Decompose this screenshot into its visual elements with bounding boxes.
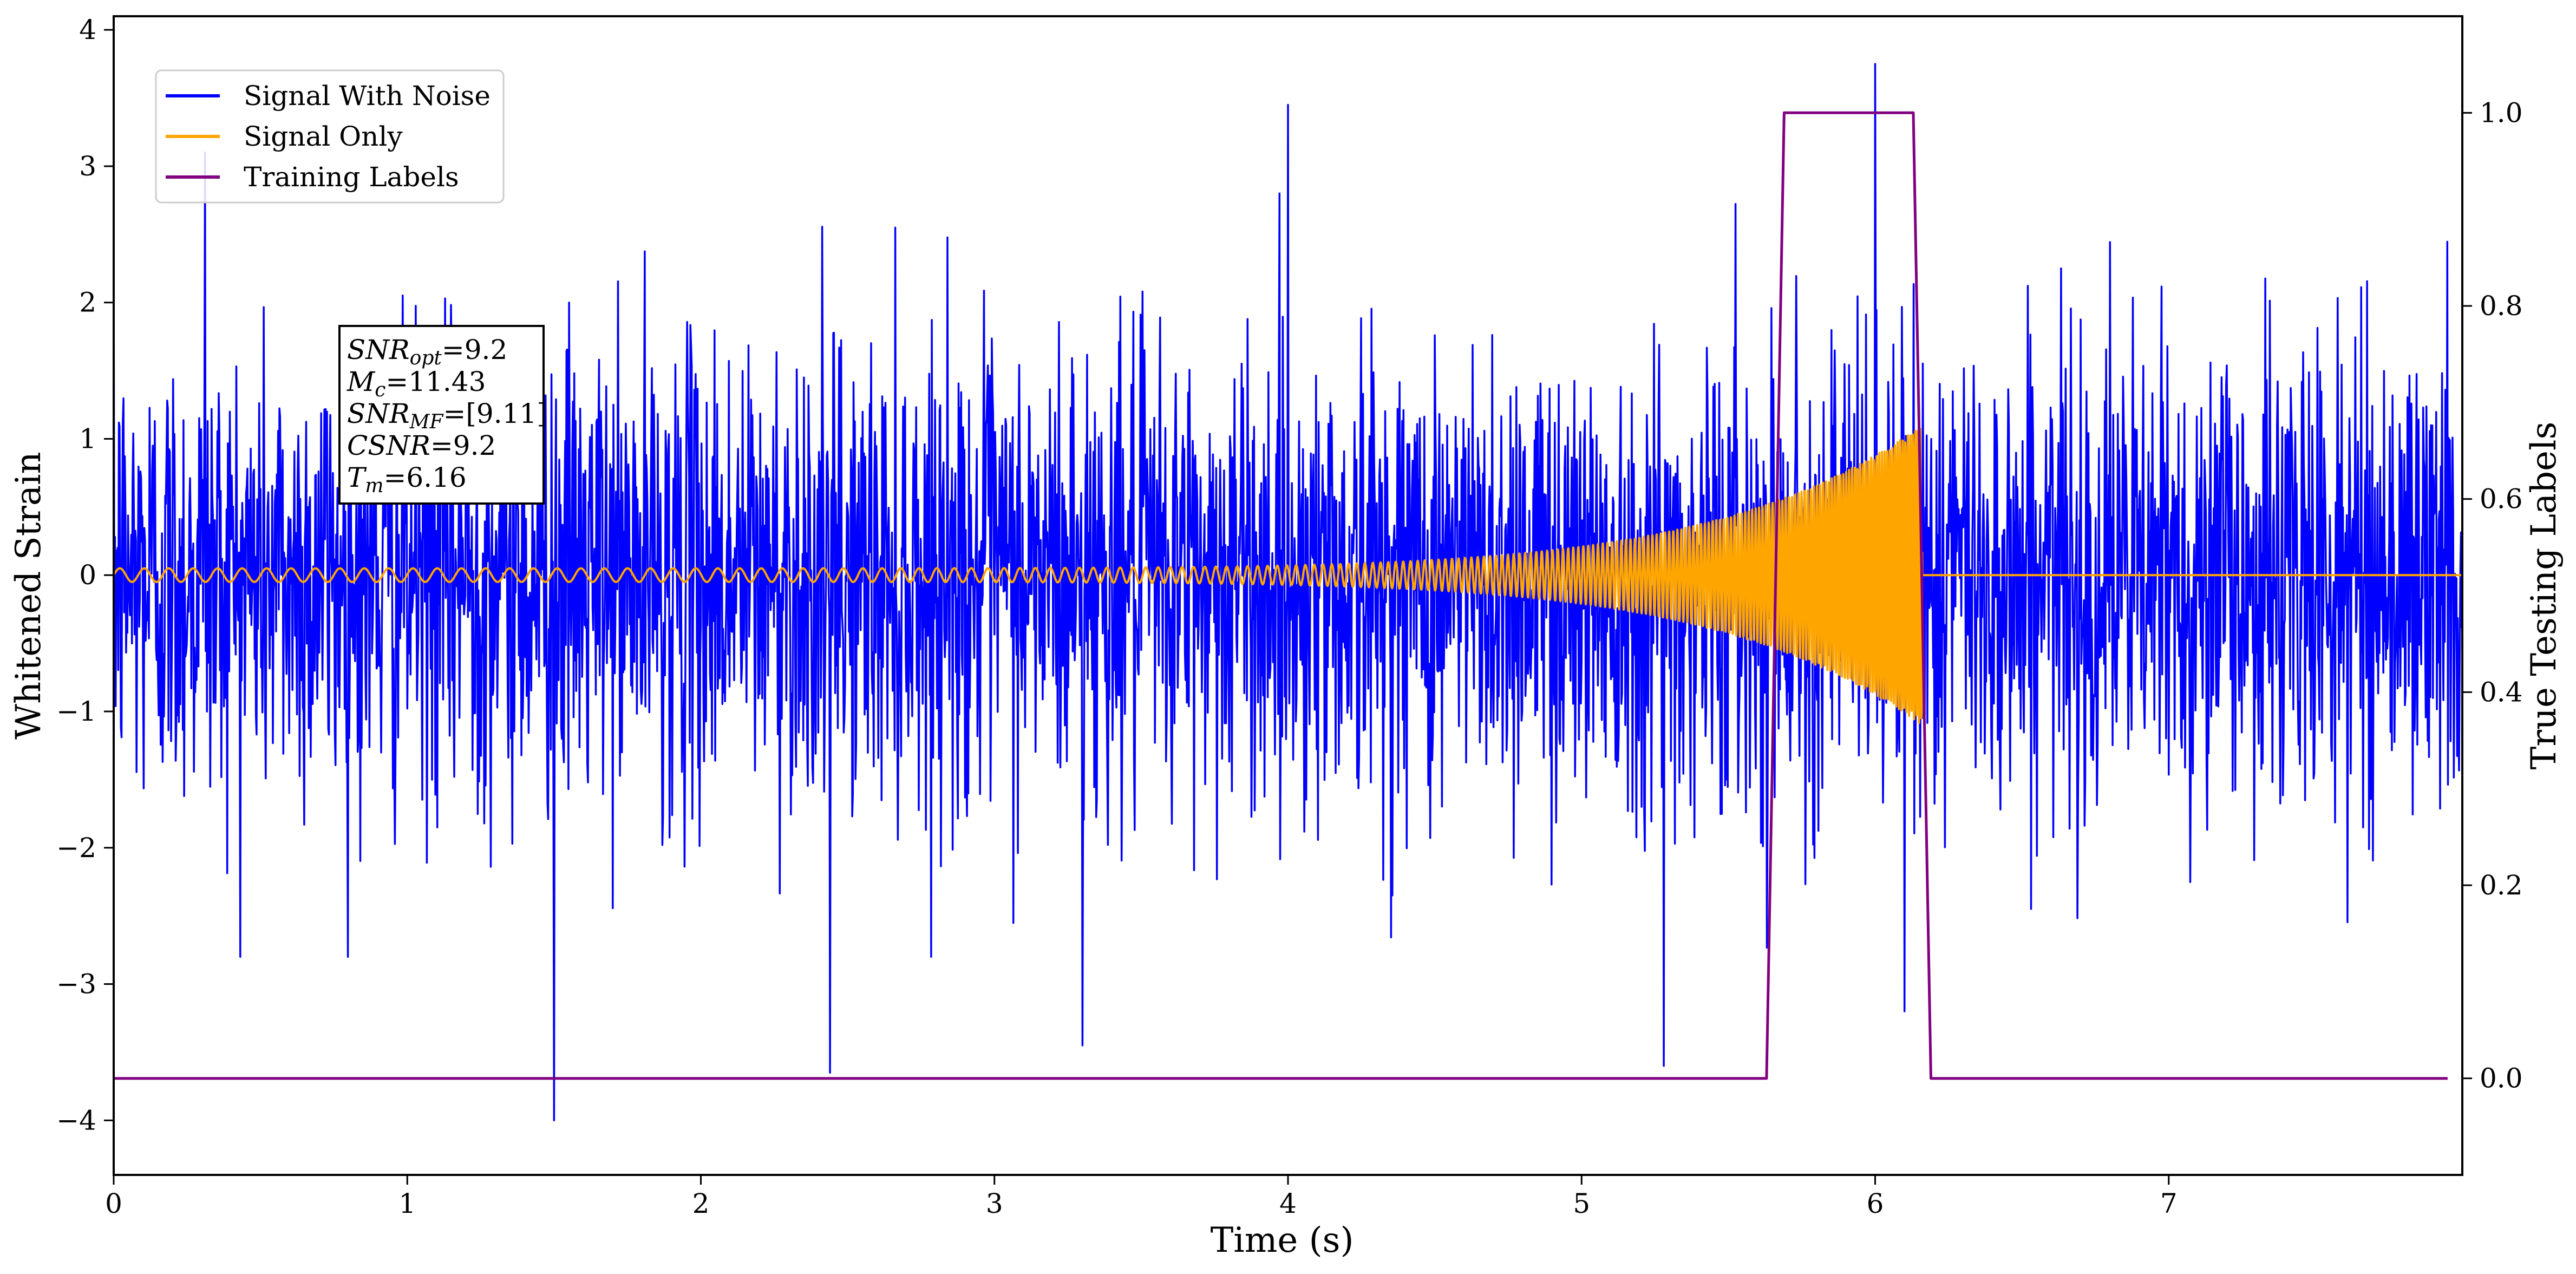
legend-label-labels: Training Labels [244,161,459,193]
x-tick-label: 4 [1279,1188,1297,1219]
series-signal-with-noise [114,63,2462,1122]
legend-label-signal: Signal Only [244,121,403,152]
annotation-snr-mf: SNRMF=[9.11] [347,398,547,433]
annotation-frame [338,325,545,505]
y-axis-label: Whitened Strain [9,452,49,739]
legend-box [155,69,505,204]
series-training-labels [114,111,2448,1080]
annotation-merger-time: Tm=6.16 [347,462,467,497]
y2-tick-label: 0.0 [2480,1063,2523,1094]
y2-tick-label: 1.0 [2480,97,2523,128]
x-tick-label: 7 [2160,1188,2178,1219]
y-tick-label: 2 [79,287,96,318]
annotation-csnr: CSNR=9.2 [347,430,496,461]
x-tick-label: 0 [105,1188,122,1219]
y-tick-label: 3 [79,151,96,182]
y2-axis-label: True Testing Labels [2524,422,2564,770]
y-tick-label: 1 [79,423,96,454]
y2-tick-label: 0.8 [2480,290,2523,322]
x-tick-label: 2 [692,1188,710,1219]
y-axis-left: −4 −3 −2 −1 0 1 2 3 4 [56,14,114,1136]
series-signal-only [114,428,2462,724]
legend-label-noise: Signal With Noise [244,80,491,112]
y2-tick-label: 0.6 [2480,484,2523,515]
x-axis-label: Time (s) [1211,1220,1354,1260]
x-axis: 0 1 2 3 4 5 6 7 [105,1175,2178,1219]
y-tick-label: −4 [56,1105,96,1136]
y-tick-label: 0 [79,559,96,591]
annotation-box: SNRopt=9.2 Mc=11.43 SNRMF=[9.11] CSNR=9.… [338,325,547,505]
annotation-chirp-mass: Mc=11.43 [346,366,486,401]
x-tick-label: 1 [398,1188,416,1219]
y-tick-label: −2 [56,832,96,864]
x-tick-label: 6 [1867,1188,1884,1219]
y-tick-label: −1 [56,696,96,727]
x-tick-label: 5 [1573,1188,1590,1219]
series-layer [114,63,2462,1122]
annotation-snr-opt: SNRopt=9.2 [347,334,507,369]
y-tick-label: 4 [79,14,96,45]
y-tick-label: −3 [56,969,96,1000]
y-axis-right: 0.0 0.2 0.4 0.6 0.8 1.0 [2462,97,2523,1094]
legend: Signal With Noise Signal Only Training L… [155,69,505,204]
x-tick-label: 3 [986,1188,1003,1219]
y2-tick-label: 0.2 [2480,870,2523,901]
y2-tick-label: 0.4 [2480,676,2523,708]
